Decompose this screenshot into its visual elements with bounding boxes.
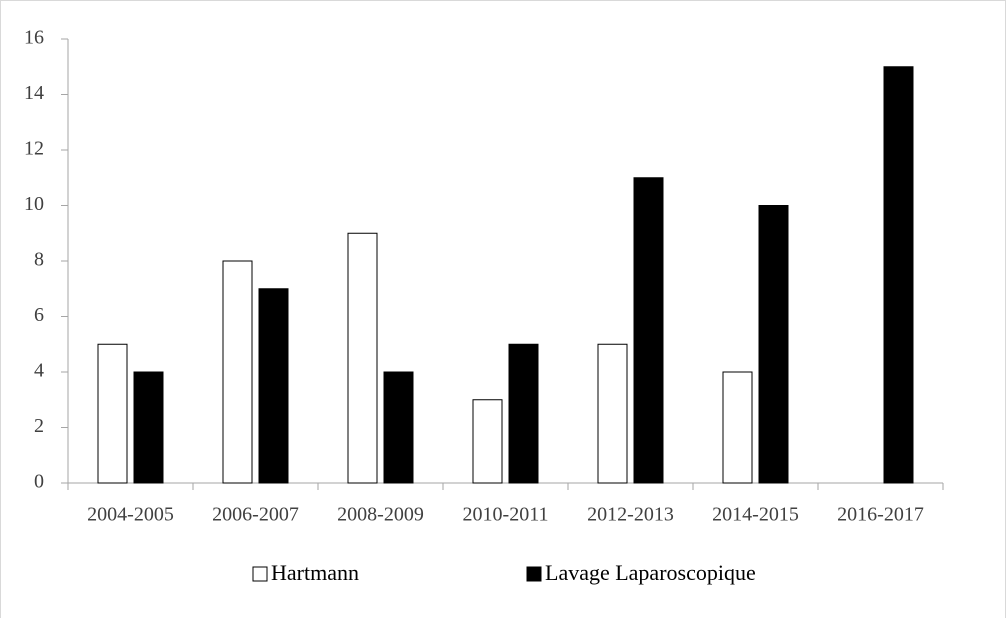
y-tick-label: 14 <box>24 82 44 104</box>
bar <box>722 371 753 484</box>
y-tick-label: 2 <box>34 415 44 437</box>
bar <box>347 232 378 484</box>
bar <box>597 343 628 484</box>
y-tick-label: 8 <box>34 249 44 271</box>
bar <box>222 260 253 484</box>
bar <box>883 66 914 484</box>
legend-swatch <box>252 566 268 582</box>
x-tick-label: 2006-2007 <box>212 504 299 526</box>
bar <box>633 177 664 484</box>
y-tick-label: 16 <box>24 27 44 49</box>
legend-swatch <box>526 566 542 582</box>
legend-label: Hartmann <box>271 560 359 585</box>
x-tick-label: 2016-2017 <box>837 504 924 526</box>
bar <box>97 343 128 484</box>
x-tick-label: 2014-2015 <box>712 504 799 526</box>
bar <box>758 205 789 484</box>
y-tick-label: 6 <box>34 304 44 326</box>
bar <box>472 399 503 484</box>
y-tick-label: 12 <box>24 138 44 160</box>
x-tick-label: 2010-2011 <box>463 504 549 526</box>
x-tick-label: 2004-2005 <box>87 504 174 526</box>
x-tick-label: 2012-2013 <box>587 504 674 526</box>
bar <box>383 371 414 484</box>
bar <box>258 288 289 484</box>
y-tick-label: 0 <box>34 471 44 493</box>
x-tick-label: 2008-2009 <box>337 504 424 526</box>
bar <box>133 371 164 484</box>
legend-label: Lavage Laparoscopique <box>545 560 756 585</box>
y-tick-label: 10 <box>24 193 44 215</box>
bar <box>508 343 539 484</box>
y-tick-label: 4 <box>34 360 44 382</box>
